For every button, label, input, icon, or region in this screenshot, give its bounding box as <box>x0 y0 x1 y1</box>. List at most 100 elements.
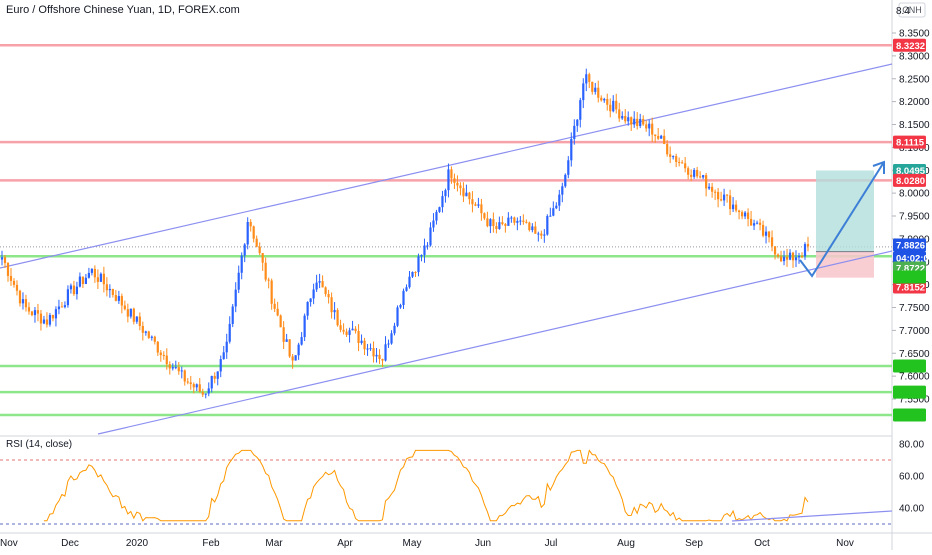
rsi-trendline[interactable] <box>731 510 893 522</box>
candle-body <box>177 367 180 372</box>
y-tick-label: 7.9500 <box>899 212 930 223</box>
candle-body <box>663 135 666 144</box>
candle-body <box>255 238 258 247</box>
candle-body <box>180 370 183 372</box>
candle-body <box>408 276 411 288</box>
candle-body <box>426 245 429 247</box>
candle-body <box>444 190 447 197</box>
candle-body <box>504 224 507 226</box>
candle-body <box>648 123 651 129</box>
currency-box[interactable] <box>898 2 926 18</box>
candle-body <box>474 204 477 206</box>
channel-lower-line[interactable] <box>97 250 893 435</box>
candle-body <box>192 384 195 388</box>
candle-body <box>240 255 243 273</box>
x-tick-label: 2020 <box>126 538 149 549</box>
candle-body <box>222 352 225 360</box>
candle-body <box>761 224 765 236</box>
candle-body <box>39 313 43 324</box>
candle-body <box>591 81 594 92</box>
rsi-tick-label: 60.00 <box>899 472 924 483</box>
candle-body <box>438 207 441 212</box>
position-profit-zone[interactable] <box>816 170 874 252</box>
x-tick-label: Jun <box>475 538 491 549</box>
candle-body <box>30 311 34 316</box>
candle-body <box>621 116 624 119</box>
candle-body <box>779 256 783 262</box>
candle-body <box>633 118 636 125</box>
candle-body <box>228 323 231 342</box>
candle-body <box>417 256 420 273</box>
candle-body <box>108 288 111 291</box>
candle-body <box>645 124 648 129</box>
candle-body <box>351 328 354 331</box>
y-tick-label: 8.3000 <box>899 51 930 62</box>
candle-body <box>516 220 519 223</box>
x-tick-label: May <box>403 538 422 549</box>
currency-label: CNH <box>902 5 922 15</box>
candle-body <box>522 220 525 222</box>
candle-body <box>261 253 264 263</box>
candle-body <box>288 339 291 357</box>
candle-body <box>24 299 28 308</box>
candle-body <box>755 222 759 224</box>
candle-body <box>360 340 363 344</box>
price-tag <box>893 163 926 177</box>
candle-body <box>60 306 64 308</box>
support-price-tag <box>893 408 926 422</box>
candle-body <box>48 314 52 325</box>
candle-body <box>579 100 582 120</box>
candle-body <box>546 216 549 235</box>
candle-body <box>555 205 558 209</box>
candle-body <box>752 223 756 226</box>
candle-body <box>42 319 46 324</box>
candle-body <box>669 154 672 157</box>
candle-body <box>435 211 438 221</box>
candle-body <box>207 388 210 394</box>
candle-body <box>339 325 342 330</box>
channel-upper-line[interactable] <box>0 63 893 269</box>
candle-body <box>174 367 177 369</box>
support-price-tag <box>893 270 926 284</box>
candle-body <box>12 280 16 285</box>
candle-body <box>123 305 126 310</box>
candle-body <box>678 161 681 163</box>
candle-body <box>429 227 432 246</box>
candle-body <box>651 123 654 135</box>
candle-body <box>630 117 633 125</box>
candle-body <box>297 344 300 356</box>
candle-body <box>345 331 348 335</box>
price-tag-label: 7.8826 <box>896 241 925 252</box>
candle-body <box>9 275 13 281</box>
x-tick-label: Jul <box>545 538 558 549</box>
candle-body <box>696 169 699 177</box>
candle-body <box>582 83 585 101</box>
candle-body <box>534 226 537 234</box>
candle-body <box>237 272 240 290</box>
candle-body <box>258 246 261 254</box>
candle-body <box>213 375 216 379</box>
x-tick-label: Feb <box>202 538 220 549</box>
candle-body <box>797 255 801 258</box>
candle-body <box>432 220 435 228</box>
candle-body <box>105 284 108 291</box>
candle-body <box>492 219 495 227</box>
candle-body <box>312 289 315 299</box>
candle-body <box>758 222 762 225</box>
candle-body <box>531 226 534 231</box>
candle-body <box>770 237 774 247</box>
candle-body <box>564 174 567 187</box>
price-tag-label: 8.1115 <box>896 138 925 149</box>
candle-body <box>636 118 639 126</box>
candle-body <box>138 316 141 326</box>
candle-body <box>306 302 309 316</box>
candle-body <box>300 337 303 345</box>
candle-body <box>399 304 402 308</box>
candle-body <box>462 188 465 197</box>
projection-arrow[interactable] <box>799 161 885 278</box>
candle-body <box>81 276 84 285</box>
candle-body <box>357 331 360 344</box>
candle-body <box>165 355 168 365</box>
